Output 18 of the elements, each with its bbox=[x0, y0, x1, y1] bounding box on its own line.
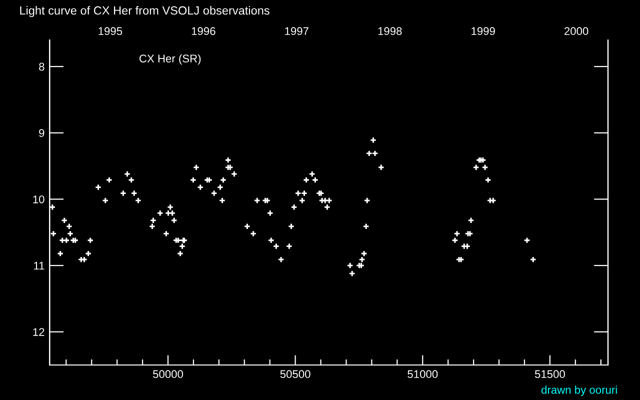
x2-tick-label: 1997 bbox=[285, 27, 308, 36]
x-tick-label: 51000 bbox=[408, 370, 438, 378]
annotation: CX Her (SR) bbox=[140, 54, 201, 65]
chart-title: Light curve of CX Her from VSOLJ observations bbox=[20, 6, 270, 18]
x-tick-label: 50500 bbox=[280, 370, 310, 378]
x2-tick-label: 2000 bbox=[564, 27, 588, 36]
y-tick-label: 8 bbox=[39, 62, 44, 71]
x-tick-label: 51500 bbox=[534, 370, 565, 378]
y-tick-label: 12 bbox=[33, 328, 44, 336]
text: drawn by ooruri bbox=[541, 386, 617, 396]
y-tick-label: 10 bbox=[33, 195, 44, 204]
y-tick-label: 9 bbox=[39, 129, 44, 137]
x2-tick-label: 1998 bbox=[378, 27, 402, 36]
x2-tick-label: 1995 bbox=[98, 27, 122, 36]
x2-tick-label: 1999 bbox=[472, 27, 495, 36]
x2-tick-label: 1996 bbox=[192, 27, 216, 36]
x-tick-label: 50000 bbox=[153, 370, 184, 378]
y-tick-label: 11 bbox=[34, 262, 44, 270]
